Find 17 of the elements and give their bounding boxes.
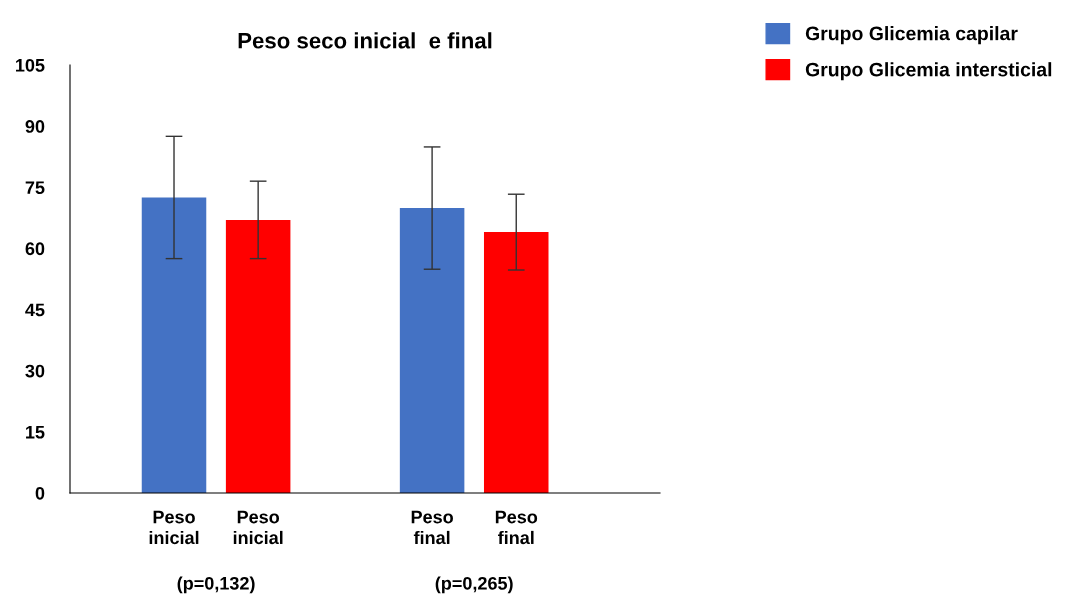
text: (p=0,132) [177,576,255,594]
bar [141,197,207,493]
y-tick-label: 45 [25,303,45,317]
legend-label: Grupo Glicemia intersticial [805,62,1052,81]
bar [225,219,291,493]
y-tick-label: 0 [35,486,45,500]
y-tick-label: 30 [25,364,45,378]
y-tick-label: 15 [26,425,45,439]
y-tick-label: 105 [16,58,45,72]
bar [483,232,549,493]
y-tick-label: 60 [25,242,45,256]
y-tick-label: 90 [25,120,45,133]
text: (p=0,265) [435,576,513,594]
bar [399,208,465,493]
y-tick-label: 75 [25,181,45,195]
legend-label: Grupo Glicemia capilar [805,26,1018,45]
chart-title: Peso seco inicial e final [238,32,492,49]
